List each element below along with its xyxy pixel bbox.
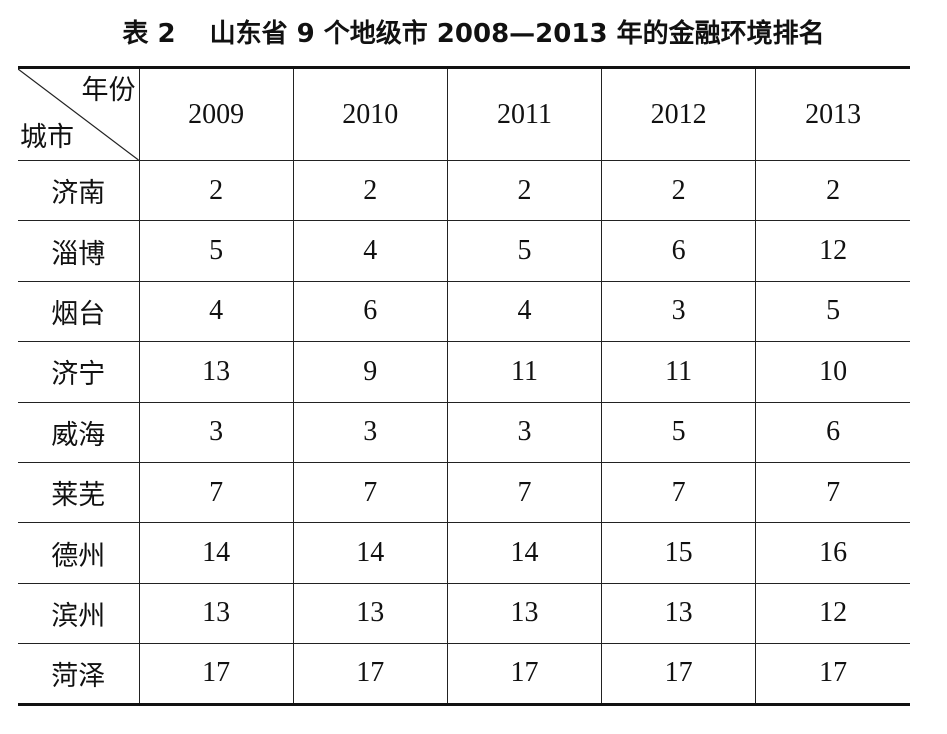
- table-row: 济南 2 2 2 2 2: [18, 159, 910, 222]
- corner-header-cell: 年份 城市: [18, 66, 140, 161]
- rank-value: 9: [292, 341, 448, 403]
- corner-year-label: 年份: [81, 75, 136, 106]
- rank-value: 13: [138, 582, 294, 645]
- table-row: 威海 3 3 3 5 6: [18, 401, 910, 463]
- city-name: 滨州: [18, 582, 140, 645]
- rank-value: 5: [601, 401, 757, 463]
- rank-value: 4: [292, 220, 448, 282]
- rank-value: 10: [755, 341, 910, 403]
- rank-value: 13: [446, 582, 603, 645]
- rank-value: 17: [601, 643, 757, 706]
- year-header: 2011: [446, 66, 603, 161]
- rank-value: 12: [755, 220, 910, 282]
- rank-value: 11: [601, 341, 757, 403]
- rank-value: 5: [446, 220, 603, 282]
- rank-value: 7: [292, 461, 448, 524]
- rank-value: 16: [755, 522, 910, 584]
- city-name: 莱芜: [18, 461, 140, 524]
- rank-value: 7: [138, 461, 294, 524]
- city-name: 德州: [18, 522, 140, 584]
- rank-value: 17: [446, 643, 603, 706]
- rank-value: 13: [292, 582, 448, 645]
- rank-value: 13: [601, 582, 757, 645]
- rank-value: 5: [755, 280, 910, 343]
- table-number: 表 2: [122, 19, 176, 49]
- city-name: 菏泽: [18, 643, 140, 706]
- year-header: 2009: [138, 66, 294, 161]
- rank-value: 11: [446, 341, 603, 403]
- rank-value: 3: [292, 401, 448, 463]
- rank-value: 4: [446, 280, 603, 343]
- rank-value: 3: [446, 401, 603, 463]
- rank-value: 2: [601, 159, 757, 222]
- rank-value: 13: [138, 341, 294, 403]
- year-header: 2010: [292, 66, 448, 161]
- rank-value: 7: [601, 461, 757, 524]
- rank-value: 4: [138, 280, 294, 343]
- rank-value: 2: [755, 159, 910, 222]
- table-row: 滨州 13 13 13 13 12: [18, 582, 910, 645]
- rank-value: 17: [292, 643, 448, 706]
- rank-value: 2: [446, 159, 603, 222]
- rank-value: 5: [138, 220, 294, 282]
- rank-value: 17: [138, 643, 294, 706]
- city-name: 淄博: [18, 220, 140, 282]
- corner-diagonal-line: [18, 69, 139, 160]
- rank-value: 6: [292, 280, 448, 343]
- city-name: 威海: [18, 401, 140, 463]
- year-header: 2013: [755, 66, 910, 161]
- city-name: 济南: [18, 159, 140, 222]
- rank-value: 6: [755, 401, 910, 463]
- rank-value: 17: [755, 643, 910, 706]
- city-name: 济宁: [18, 341, 140, 403]
- table-caption: 表 2 山东省 9 个地级市 2008—2013 年的金融环境排名: [0, 14, 947, 54]
- year-header: 2012: [601, 66, 757, 161]
- rank-value: 3: [601, 280, 757, 343]
- rank-value: 3: [138, 401, 294, 463]
- table-row: 德州 14 14 14 15 16: [18, 522, 910, 584]
- table-row: 莱芜 7 7 7 7 7: [18, 461, 910, 524]
- rank-value: 6: [601, 220, 757, 282]
- rank-value: 7: [755, 461, 910, 524]
- rank-value: 2: [138, 159, 294, 222]
- rank-value: 12: [755, 582, 910, 645]
- rank-value: 14: [446, 522, 603, 584]
- corner-city-label: 城市: [20, 122, 74, 153]
- rank-value: 15: [601, 522, 757, 584]
- table-row: 菏泽 17 17 17 17 17: [18, 643, 910, 706]
- table-row: 淄博 5 4 5 6 12: [18, 220, 910, 282]
- rank-value: 7: [446, 461, 603, 524]
- table-row: 烟台 4 6 4 3 5: [18, 280, 910, 343]
- rank-value: 14: [138, 522, 294, 584]
- financial-environment-ranking-table: 年份 城市 2009 2010 2011 2012 2013 济南 2 2 2 …: [18, 66, 910, 706]
- rank-value: 14: [292, 522, 448, 584]
- city-name: 烟台: [18, 280, 140, 343]
- rank-value: 2: [292, 159, 448, 222]
- table-title: 山东省 9 个地级市 2008—2013 年的金融环境排名: [209, 19, 825, 49]
- table-row: 济宁 13 9 11 11 10: [18, 341, 910, 403]
- header-row: 年份 城市 2009 2010 2011 2012 2013: [18, 66, 910, 161]
